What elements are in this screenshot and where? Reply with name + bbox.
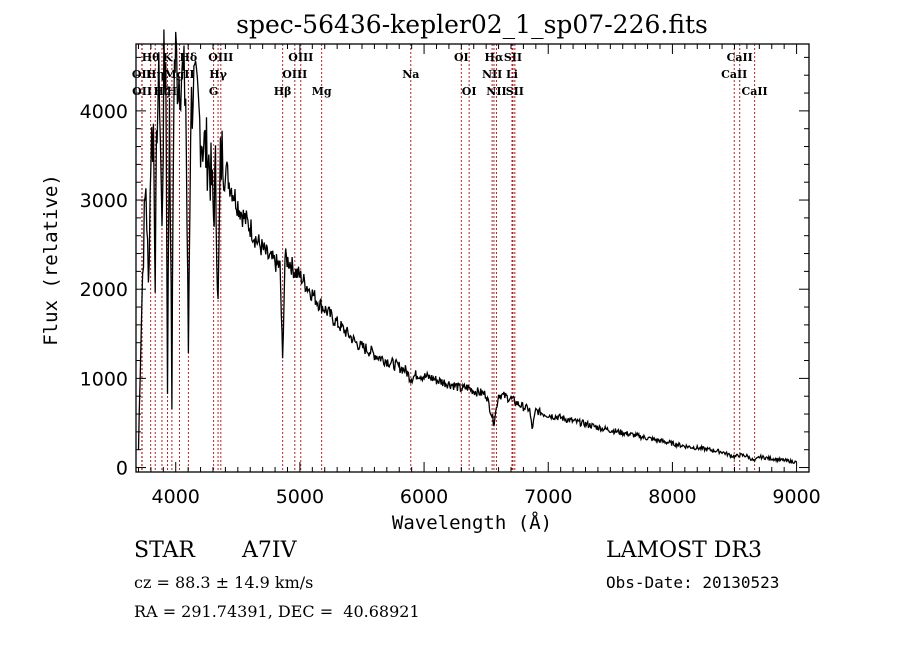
line-marker-label-12: Hβ — [274, 85, 292, 98]
coordinates: RA = 291.74391, DEC = 40.68921 — [134, 602, 420, 621]
plot-frame — [135, 43, 810, 473]
line-marker-label-14: OIII — [288, 51, 313, 64]
spectrum-line — [137, 29, 798, 465]
line-marker-label-17: OI — [454, 51, 469, 64]
line-marker-label-20: Hα — [485, 51, 504, 64]
line-marker-label-5: K — [163, 51, 173, 64]
observation-date: Obs-Date: 20130523 — [606, 573, 780, 592]
line-marker-label-11: OIII — [208, 51, 233, 64]
y-tick-label: 1000 — [80, 368, 128, 390]
line-marker-label-15: Mg — [312, 85, 332, 98]
line-marker-label-6: H — [167, 85, 177, 98]
x-axis-label: Wavelength (Å) — [392, 511, 552, 534]
x-tick-label: 5000 — [276, 486, 324, 508]
x-tick-label: 8000 — [648, 486, 696, 508]
y-axis-label: Flux (relative) — [40, 174, 62, 346]
chart-title: spec-56436-kepler02_1_sp07-226.fits — [236, 10, 708, 39]
redshift-cz: cz = 88.3 ± 14.9 km/s — [134, 573, 314, 592]
y-tick-label: 4000 — [80, 101, 128, 123]
y-axis: 0 1000 2000 3000 4000 — [80, 56, 809, 480]
line-marker-label-21: NII — [486, 85, 506, 98]
line-marker-label-0: OII — [132, 68, 152, 81]
line-marker-label-23: SII — [504, 51, 522, 64]
survey-name: LAMOST DR3 — [606, 538, 762, 563]
line-marker-label-9: G — [209, 85, 218, 98]
line-marker-label-22: Li — [506, 68, 518, 81]
x-tick-label: 9000 — [772, 486, 820, 508]
line-marker-label-27: CaII — [742, 85, 768, 98]
y-tick-label: 3000 — [80, 190, 128, 212]
line-marker-label-19: NII — [482, 68, 502, 81]
line-marker-label-16: Na — [402, 68, 419, 81]
line-marker-label-18: OI — [462, 85, 477, 98]
line-marker-label-24: SII — [506, 85, 524, 98]
x-tick-label: 7000 — [524, 486, 572, 508]
line-marker-label-2: Hθ — [142, 51, 160, 64]
x-tick-label: 6000 — [400, 486, 448, 508]
y-tick-label: 2000 — [80, 279, 128, 301]
y-tick-label: 0 — [116, 458, 128, 480]
x-axis: 4000 5000 6000 7000 8000 9000 — [137, 44, 821, 508]
line-marker-label-1: OII — [132, 85, 152, 98]
object-class: STAR — [134, 538, 195, 563]
line-marker-labels: OIIOIIHθHηHζKHHδMgIIGHγOIIIHβOIIIOIIIMgN… — [132, 51, 768, 98]
line-marker-label-10: Hγ — [209, 68, 227, 81]
line-markers — [141, 44, 756, 472]
spectral-subclass: A7IV — [242, 538, 297, 563]
line-marker-label-3: Hη — [146, 68, 164, 81]
line-marker-label-25: CaII — [721, 68, 747, 81]
x-tick-label: 4000 — [152, 486, 200, 508]
line-marker-label-8: MgII — [164, 68, 194, 81]
line-marker-label-13: OIII — [282, 68, 307, 81]
line-marker-label-26: CaII — [727, 51, 753, 64]
